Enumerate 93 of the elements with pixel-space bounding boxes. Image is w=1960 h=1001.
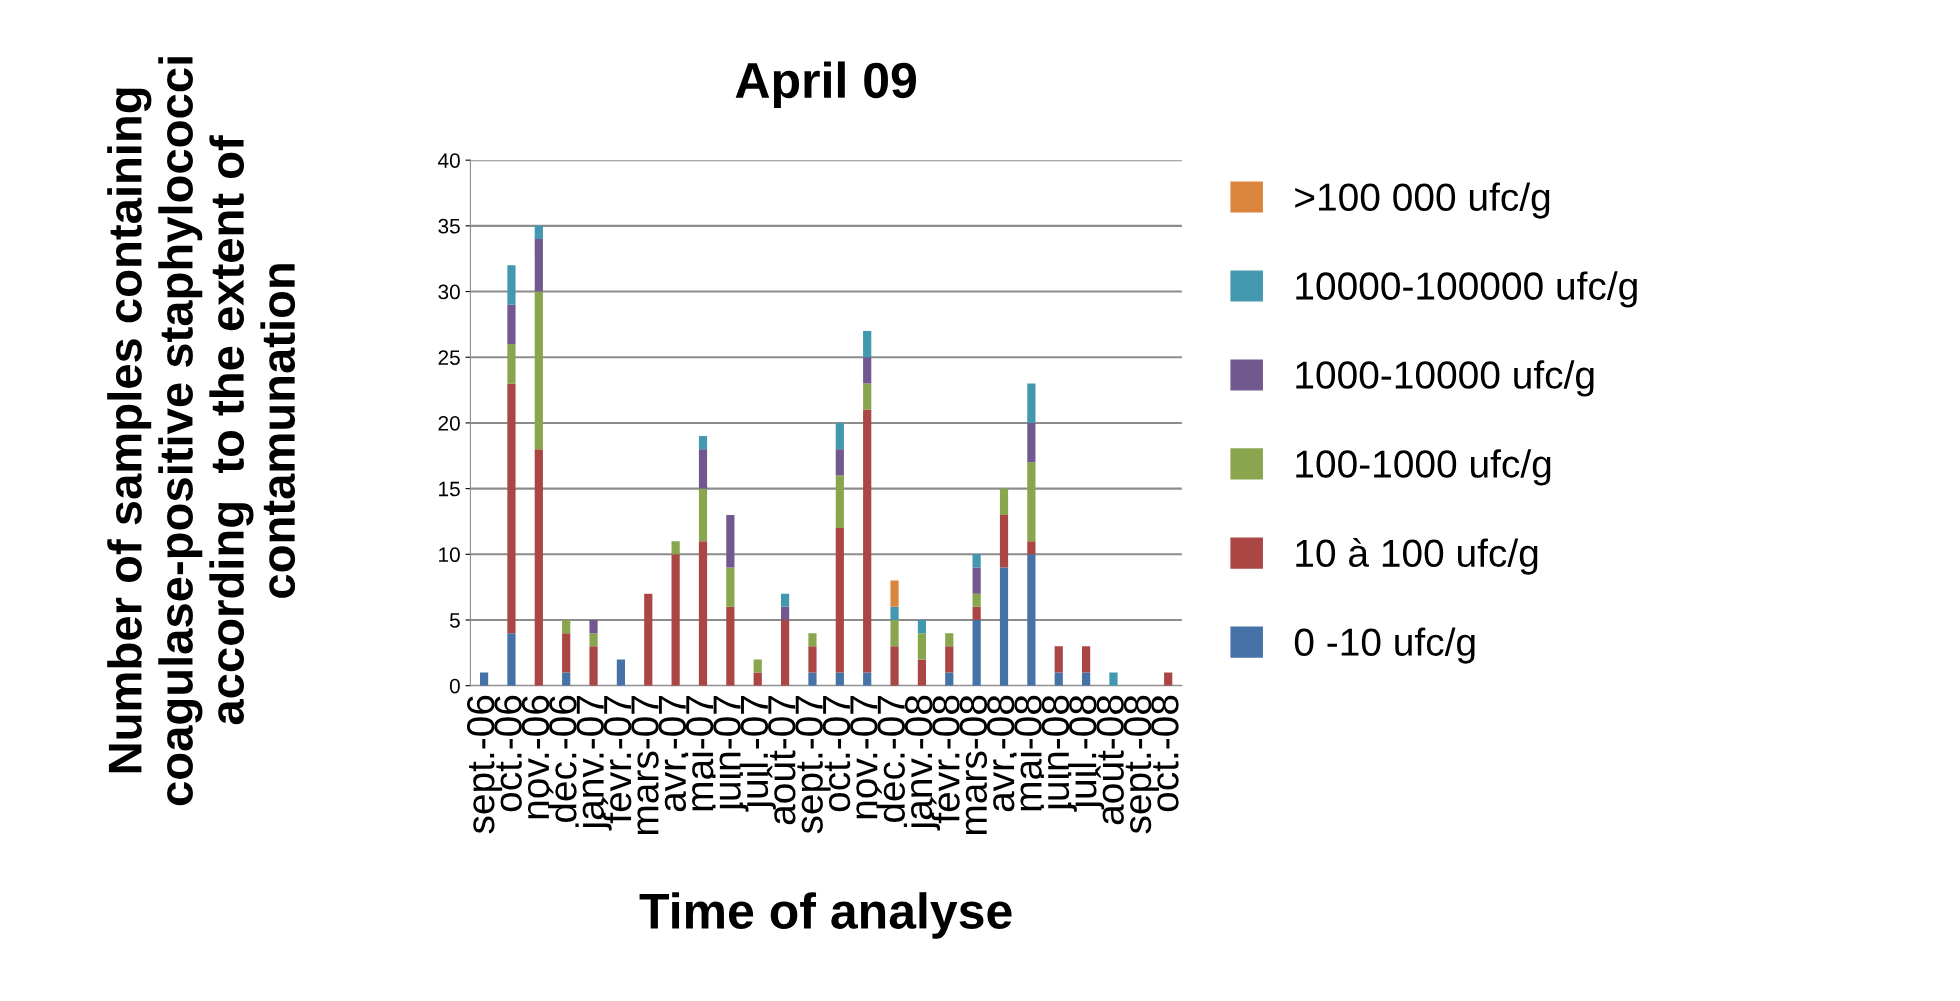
bar [1027,422,1036,463]
bar [863,357,872,384]
bar [835,475,844,529]
bar [890,580,899,607]
bar [863,383,872,410]
bar [698,541,708,686]
y-tick-label: 40 [437,153,460,168]
y-tick-label: 10 [439,547,460,563]
x-tick-label: mai-08 [1013,695,1042,811]
bar [999,488,1009,515]
bar [534,449,543,686]
bar [917,659,927,686]
chart-title: April 09 [735,61,916,109]
legend-label: 10000-100000 ufc/g [1296,271,1637,308]
legend-label: 10 à 100 ufc/g [1296,538,1538,575]
bar [972,593,981,607]
x-tick-label: avr.-08 [986,695,1015,812]
bar [780,619,790,686]
x-tick-label: nov.-06 [521,695,550,819]
bar [972,567,981,594]
bar [835,528,844,673]
bar [1027,462,1036,542]
bar [753,659,762,673]
y-tick-label: 35 [438,218,460,234]
y-tick-label: 15 [439,481,460,497]
bar [726,606,735,686]
x-tick-label: déc.-07 [875,695,905,823]
y-tick-label: 30 [438,284,460,300]
bar [534,225,543,239]
x-tick-label: déc.-06 [547,695,577,823]
x-axis-title: Time of analyse [639,892,1012,939]
bar [616,659,626,686]
bar [835,422,844,450]
y-tick-label: 25 [438,350,460,365]
bar [835,449,844,476]
bar [999,514,1009,568]
bar [534,291,543,450]
bar [589,633,598,647]
bar [890,606,899,620]
bar [780,606,790,620]
bar [808,646,817,673]
bar [863,409,872,673]
legend-label: 1000-10000 ufc/g [1296,360,1594,397]
bar [808,672,817,686]
bar [1054,646,1063,673]
bar [671,554,680,686]
bar [589,619,598,634]
x-tick-label: nov.-07 [850,695,878,819]
bar [917,633,927,660]
bar [726,514,735,568]
legend-label: 0 -10 ufc/g [1294,627,1475,664]
bar [562,633,571,673]
bar [507,344,516,384]
bar [726,567,735,607]
bar [890,619,899,647]
bar [1027,541,1036,555]
bar [1109,672,1118,686]
bar [999,567,1009,686]
y-tick-label: 20 [438,415,460,431]
bar [972,606,981,620]
bar [780,593,790,607]
bar [507,265,516,305]
bar [1027,554,1036,686]
bar [507,383,516,634]
bar [534,238,543,292]
bar [671,541,680,555]
bar [945,646,954,673]
bar [972,619,981,686]
bar [507,633,516,686]
y-tick-label: 0 [449,678,460,694]
bar [698,436,708,450]
x-tick-label: mars-07 [631,695,659,835]
bar [1027,383,1036,423]
bar [945,633,954,647]
bar [589,646,598,686]
legend-label: >100 000 ufc/g [1295,182,1550,219]
bar [1082,646,1091,673]
bar [562,619,571,634]
bar [890,646,899,686]
legend-label: 100-1000 ufc/g [1296,449,1551,486]
bar [972,554,981,568]
y-tick-label: 5 [449,613,460,628]
bar [863,330,872,358]
bar [507,304,516,345]
bar [644,593,653,686]
x-tick-label: avr.-07 [658,695,687,812]
bar [698,488,708,542]
x-tick-label: mars-08 [959,695,988,835]
bar [698,449,708,489]
x-tick-label: mai-07 [684,695,714,811]
bar [917,619,927,634]
y-axis-title: Number of samples containing coagulase-positive staphylococci according to the extent of contamunation [107,57,296,806]
bar [808,633,817,647]
